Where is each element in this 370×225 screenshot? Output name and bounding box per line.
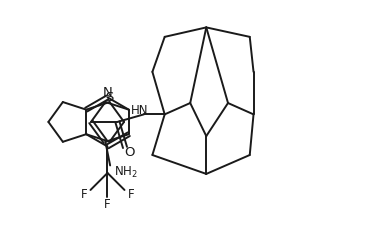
Text: O: O	[124, 145, 135, 158]
Text: NH$_2$: NH$_2$	[114, 164, 138, 179]
Text: F: F	[128, 187, 134, 200]
Text: HN: HN	[131, 103, 149, 116]
Text: F: F	[81, 187, 87, 200]
Text: S: S	[105, 91, 114, 104]
Text: N: N	[102, 86, 112, 99]
Text: F: F	[104, 197, 111, 210]
